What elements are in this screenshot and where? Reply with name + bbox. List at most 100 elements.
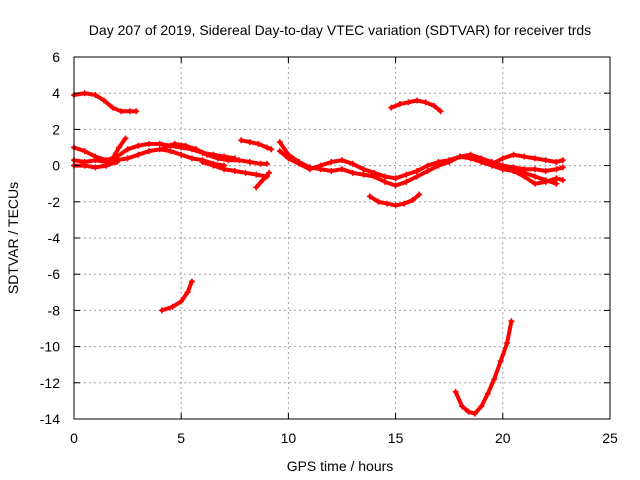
data-point — [146, 140, 153, 147]
data-point — [285, 151, 292, 158]
data-point — [266, 169, 273, 176]
data-point — [124, 155, 131, 162]
data-point — [296, 158, 303, 165]
data-point — [126, 108, 133, 115]
data-point — [242, 169, 249, 176]
x-tick-label: 15 — [388, 430, 404, 446]
data-point — [81, 162, 88, 169]
data-point — [471, 410, 478, 417]
data-point — [268, 146, 275, 153]
data-point — [396, 101, 403, 108]
y-tick-label: -4 — [48, 230, 61, 246]
data-point — [360, 171, 367, 178]
data-point — [422, 99, 429, 106]
data-point — [401, 200, 408, 207]
x-tick-labels: 0 5 10 15 20 25 — [70, 430, 618, 446]
data-point — [452, 388, 459, 395]
data-point — [553, 158, 560, 165]
data-point — [491, 376, 498, 383]
data-point — [499, 155, 506, 162]
data-point — [146, 148, 153, 155]
data-point — [489, 160, 496, 167]
data-point — [317, 166, 324, 173]
axis-ticks — [73, 56, 611, 420]
x-tick-label: 10 — [281, 430, 297, 446]
data-point — [403, 178, 410, 185]
y-tick-label: -8 — [48, 302, 61, 318]
data-point — [559, 164, 566, 171]
data-point — [182, 142, 189, 149]
data-point — [414, 168, 421, 175]
data-point — [339, 166, 345, 173]
data-point — [504, 339, 511, 346]
data-point — [371, 173, 378, 180]
data-point — [263, 160, 270, 167]
data-point — [188, 155, 195, 162]
data-point — [403, 171, 410, 178]
y-tick-label: 4 — [52, 85, 60, 101]
data-point — [497, 358, 504, 365]
data-point — [169, 303, 176, 310]
data-point — [437, 108, 444, 115]
data-point — [414, 173, 421, 180]
data-point — [109, 104, 116, 111]
data-point — [559, 177, 566, 184]
data-point — [531, 180, 538, 187]
data-point — [424, 162, 431, 169]
data-point — [231, 168, 238, 175]
data-point — [531, 155, 538, 162]
data-point — [135, 151, 142, 158]
data-point — [92, 164, 99, 171]
y-tick-label: 2 — [52, 121, 60, 137]
data-point — [384, 200, 391, 207]
data-point — [542, 178, 549, 185]
y-tick-label: 6 — [52, 49, 60, 65]
data-point — [255, 140, 262, 147]
data-point — [459, 403, 466, 410]
data-point — [392, 202, 399, 209]
data-point — [508, 318, 515, 325]
data-point — [225, 157, 232, 164]
series-arc-5 — [104, 136, 128, 168]
data-point — [531, 173, 538, 180]
data-point — [409, 196, 416, 203]
data-point — [478, 158, 485, 165]
chart-title: Day 207 of 2019, Sidereal Day-to-day VTE… — [89, 22, 591, 38]
data-point — [414, 97, 421, 104]
data-point — [392, 182, 399, 189]
data-point — [92, 92, 99, 99]
data-point — [424, 168, 431, 175]
data-point — [161, 144, 168, 151]
data-point — [81, 148, 88, 155]
data-point — [510, 151, 517, 158]
data-point — [559, 157, 566, 164]
data-point — [392, 175, 399, 182]
data-point — [246, 158, 253, 165]
data-point — [156, 146, 163, 153]
data-point — [339, 157, 345, 164]
x-tick-label: 5 — [177, 430, 185, 446]
data-point — [253, 171, 260, 178]
data-point — [388, 104, 395, 111]
data-point — [381, 178, 388, 185]
data-point — [113, 158, 120, 165]
data-point — [366, 193, 373, 200]
y-tick-label: 0 — [52, 158, 60, 174]
series-arc-15 — [453, 319, 514, 416]
data-point — [236, 157, 243, 164]
data-point — [171, 140, 178, 147]
data-point — [360, 166, 367, 173]
data-point — [92, 157, 99, 164]
y-tick-label: -2 — [48, 194, 61, 210]
data-point — [405, 99, 412, 106]
y-tick-labels: -14 -12 -10 -8 -6 -4 -2 0 2 4 6 — [40, 49, 60, 427]
data-point — [193, 146, 200, 153]
data-point — [484, 390, 491, 397]
data-point — [531, 166, 538, 173]
series-arc-10 — [159, 279, 194, 313]
data-point — [210, 162, 217, 169]
data-point — [416, 191, 423, 198]
data-point — [375, 198, 382, 205]
data-point — [133, 108, 140, 115]
data-point — [446, 158, 453, 165]
